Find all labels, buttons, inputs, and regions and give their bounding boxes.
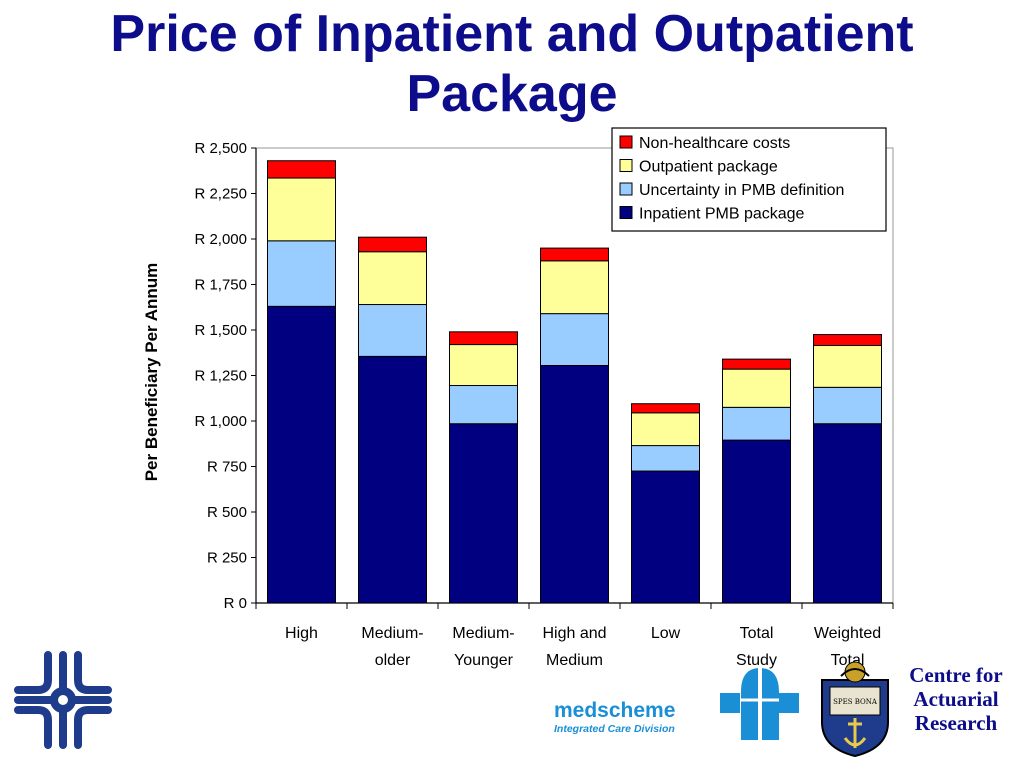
bar-segment <box>358 251 427 306</box>
x-tick-label: Medium- <box>361 625 423 642</box>
legend-box <box>611 127 887 232</box>
x-tick-label: Study <box>736 652 777 669</box>
y-tick-label: R 500 <box>207 504 247 521</box>
bar-segment <box>722 368 791 408</box>
x-tick-label: High <box>285 625 318 642</box>
y-tick-label: R 2,500 <box>194 140 247 157</box>
bar-segment <box>813 344 882 388</box>
y-tick-label: R 1,500 <box>194 322 247 339</box>
bar-segment <box>540 364 609 604</box>
medscheme-logo: medscheme Integrated Care Division <box>554 700 675 736</box>
y-tick-label: R 2,250 <box>194 186 247 203</box>
bar-segment <box>267 305 336 604</box>
x-tick-label: Younger <box>454 652 514 669</box>
y-tick-label: R 1,250 <box>194 368 247 385</box>
bar-segment <box>449 385 518 425</box>
bar-segment <box>813 423 882 604</box>
bar-segment <box>631 445 700 472</box>
bar-segment <box>540 260 609 315</box>
bar-segment <box>631 412 700 447</box>
legend-entry: Outpatient package <box>639 159 778 176</box>
x-tick-label: Weighted <box>814 625 881 642</box>
medscheme-wordmark: medscheme <box>554 699 676 722</box>
bar-segment <box>449 423 518 604</box>
y-axis-label: Per Beneficiary Per Annum <box>142 263 161 482</box>
chart-legend: Non-healthcare costs Outpatient package Un… <box>611 127 887 232</box>
legend-entry: Inpatient PMB package <box>639 206 805 223</box>
bar-segment <box>449 344 518 387</box>
bar-segment <box>358 355 427 604</box>
medscheme-subtitle: Integrated Care Division <box>554 723 675 735</box>
x-tick-label: High and <box>542 625 606 642</box>
bar-segment <box>631 470 700 604</box>
bar-segment <box>267 177 336 242</box>
bar-segment <box>267 240 336 307</box>
cfar-line-3: Research <box>914 711 998 735</box>
legend-entry: Non-healthcare costs <box>639 135 790 152</box>
bar-segment <box>631 403 700 414</box>
bar-segment <box>722 439 791 604</box>
y-tick-label: R 2,000 <box>194 231 247 248</box>
bar-segment <box>722 406 791 441</box>
bar-segment <box>540 247 609 262</box>
page-title: Price of Inpatient and Outpatient Packag… <box>0 4 1024 124</box>
bar-segment <box>722 358 791 370</box>
bar-segment <box>449 331 518 346</box>
y-tick-label: R 250 <box>207 550 247 567</box>
x-tick-label: Total <box>740 625 774 642</box>
bar-segment <box>358 304 427 357</box>
y-tick-label: R 0 <box>224 595 247 612</box>
title-line-2: Package <box>406 65 618 123</box>
cfar-logo-text: Centre for Actuarial Research <box>892 663 1020 735</box>
legend-swatch <box>619 159 633 172</box>
cfar-line-2: Actuarial <box>913 687 999 711</box>
cfar-line-1: Centre for <box>909 663 1003 687</box>
legend-swatch <box>619 182 633 196</box>
bar-segment <box>540 313 609 366</box>
x-tick-label: older <box>375 652 411 669</box>
y-tick-label: R 1,000 <box>194 413 247 430</box>
x-tick-label: Total <box>831 652 865 669</box>
title-line-1: Price of Inpatient and Outpatient <box>110 5 914 63</box>
bar-segment <box>267 160 336 179</box>
legend-entry: Uncertainty in PMB definition <box>639 182 844 199</box>
x-tick-label: Low <box>651 625 681 642</box>
bar-segment <box>813 386 882 425</box>
bar-segment <box>813 334 882 346</box>
x-tick-label: Medium <box>546 652 603 669</box>
legend-swatch <box>619 206 633 219</box>
x-tick-label: Medium- <box>452 625 514 642</box>
legend-swatch <box>619 135 633 149</box>
y-tick-label: R 1,750 <box>194 277 247 294</box>
y-tick-label: R 750 <box>207 459 247 476</box>
bar-segment <box>358 236 427 253</box>
